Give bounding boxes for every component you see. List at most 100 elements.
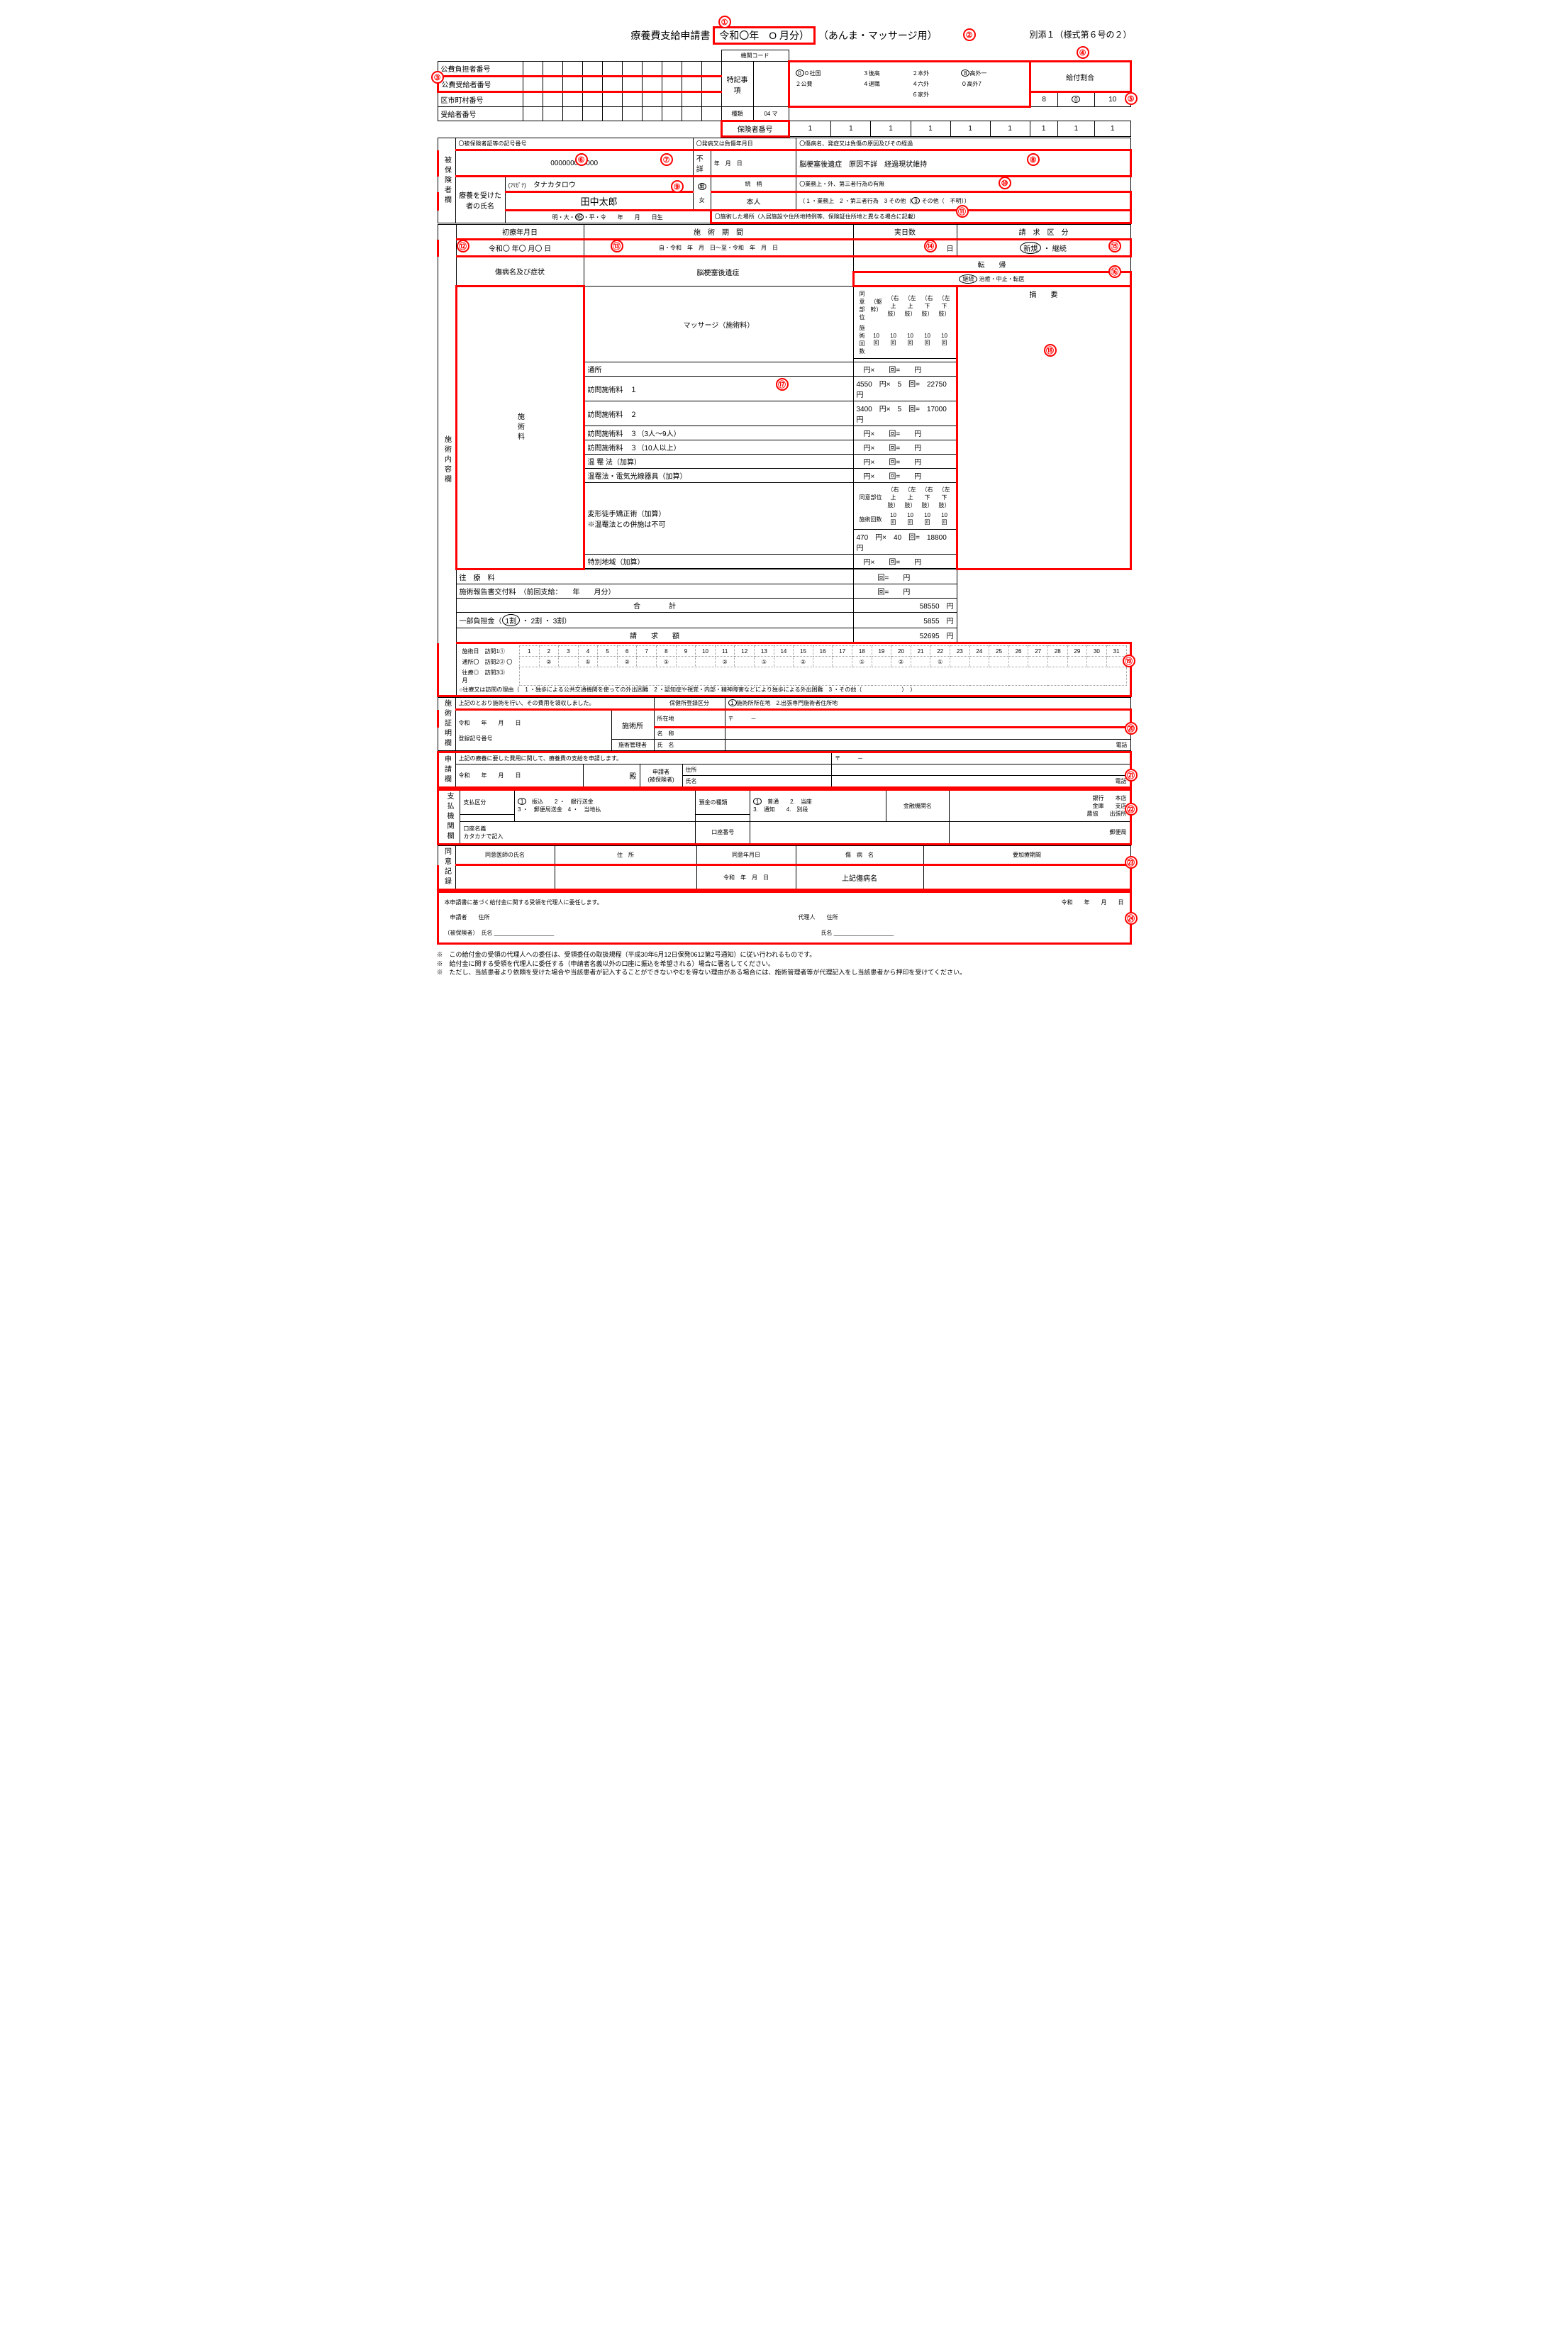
cert-label: 〇被保険者証等の記号番号	[455, 138, 693, 150]
massage-label: マッサージ（施術料）	[584, 287, 853, 362]
treatment-header: 施術内容欄 初療年月日 施 術 期 間 実日数 請 求 区 分 令和〇 年〇 月…	[437, 224, 1132, 697]
cal-col1: 施術日 訪問1①	[460, 646, 520, 657]
claim-label: 請 求 額	[456, 628, 853, 643]
proxy-section: 本申請書に基づく給付金に関する受領を代理人に委任します。 令和 年 月 日 申請…	[437, 891, 1132, 945]
disease-label: 傷病名及び症状	[456, 257, 584, 287]
cert-date: 令和 年 月 日	[459, 719, 608, 727]
patient-name: 田中太郎	[505, 192, 693, 211]
summary-label: 摘 要	[961, 289, 1127, 299]
onset-label: 〇発病又は負傷年月日	[693, 138, 796, 150]
relation-val: 本人	[711, 192, 796, 211]
apply-name: 氏名	[682, 776, 832, 788]
cert-section-label: 施術証明欄	[438, 698, 455, 751]
red-marker-16: ⑯	[1108, 265, 1121, 278]
cnt-4: 10	[941, 333, 947, 339]
onshitsu-label: 温 罨 法（加算）	[584, 455, 853, 469]
agency-code-label: 機関コード	[721, 50, 789, 62]
billing-new: 新規	[1020, 242, 1041, 254]
hc-2: 10	[924, 512, 930, 518]
ins-d5: 1	[990, 121, 1030, 137]
consent-addr: 住 所	[555, 846, 696, 865]
proxy-agent: 代理人	[799, 914, 816, 921]
hc-3: 10	[941, 512, 947, 518]
proxy-date: 令和 年 月 日	[1062, 899, 1124, 906]
work-label: 〇業務上・外、第三者行為の有無	[796, 177, 1130, 192]
copay-val: 5855	[923, 618, 939, 625]
footer-notes: ※ この給付金の受領の代理人への委任は、受領委任の取扱規程（平成30年6月12日…	[437, 950, 1132, 977]
opt-4: ２公費	[793, 79, 860, 89]
red-marker-17: ⑰	[776, 378, 789, 391]
fee-row-1-label: 訪問施術料 １	[584, 377, 853, 401]
cert-val: 000000000000	[455, 150, 693, 177]
note-1: ※ この給付金の受領の代理人への委任は、受領委任の取扱規程（平成30年6月12日…	[437, 950, 1132, 960]
public-payer-label: 公費負担者番号	[438, 62, 523, 77]
period-val: 自・令和 年 月 日～至・令和 年 月 日	[584, 240, 853, 257]
hp-0: （右上肢）	[885, 484, 902, 511]
proxy-addr: 住所	[479, 914, 490, 921]
first-date-label: 初療年月日	[456, 225, 584, 240]
ins-d3: 1	[911, 121, 950, 137]
hc-1: 10	[907, 512, 913, 518]
type-val: 04 マ	[753, 107, 789, 121]
cal-col2: 通所〇 訪問2②	[462, 659, 505, 665]
henkei-count-label: 施術回数	[857, 511, 885, 528]
opt-1: ３後高	[860, 68, 909, 79]
red-marker-22: ㉒	[1125, 803, 1138, 816]
relation-label: 続 柄	[711, 177, 796, 192]
proxy-agent-addr: 住所	[827, 914, 838, 921]
hp-1: （左上肢）	[902, 484, 919, 511]
red-marker-4: ④	[1077, 46, 1089, 59]
opt-5: ４退職	[860, 79, 909, 89]
post-label: 郵便局	[950, 821, 1130, 844]
red-marker-7: ⑦	[660, 153, 673, 166]
hp-3: （左下肢）	[936, 484, 953, 511]
opt-6: ４六外	[909, 79, 958, 89]
red-marker-5: ⑤	[1125, 92, 1138, 105]
fee-row-3-label: 訪問施術料 ３（3人～9人）	[584, 426, 853, 440]
fee-row-2-label: 訪問施術料 ２	[584, 401, 853, 426]
consent-parts-label: 同意部位	[857, 289, 868, 323]
payment-section-label: 支払機関欄	[438, 790, 460, 845]
apply-date: 令和 年 月 日	[455, 764, 583, 788]
cert-name-label: 名 称	[654, 728, 725, 740]
title-main: 療養費支給申請書	[630, 30, 710, 41]
red-marker-14: ⑭	[924, 240, 937, 252]
period-label: 施 術 期 間	[584, 225, 853, 240]
work-close: ））	[962, 198, 970, 204]
fee-row-2-price: 3400	[857, 406, 872, 413]
bank-label: 金融機関名	[886, 790, 949, 822]
cert-section: 施術証明欄 上記のとおり施術を行い、その費用を領収しました。 保健所登録区分 1…	[437, 697, 1132, 751]
outcome-label: 転 帰	[853, 257, 1130, 272]
consent-disease-label: 傷 病 名	[796, 846, 923, 865]
insured-note: (被保険者)	[647, 777, 674, 783]
cert-mgr-name: 氏 名	[654, 740, 725, 751]
opt-7: ０高外7	[958, 79, 1025, 89]
consent-date: 令和 年 月 日	[696, 865, 796, 890]
recipient-label: 受給者番号	[438, 107, 523, 121]
consent-section-label: 同意記録	[438, 846, 455, 890]
ins-d6: 1	[1030, 121, 1057, 137]
furigana: タナカタロウ	[533, 182, 576, 189]
proxy-name: 氏名	[482, 930, 493, 936]
top-grid: 機関コード 公費負担者番号 特記事項 0０社国 ３後高 ２本外 8高外一 ２公費…	[437, 50, 1132, 138]
red-marker-6: ⑥	[575, 153, 588, 166]
special-label: 特記事項	[721, 62, 753, 107]
ins-d8: 1	[1095, 121, 1130, 137]
part-0: （躯幹）	[868, 289, 885, 323]
red-marker-1: ①	[718, 16, 731, 28]
city-label: 区市町村番号	[438, 92, 523, 107]
fee-row-1-price: 4550	[857, 381, 872, 389]
cnt-3: 10	[924, 333, 930, 339]
benefit-8: 8	[1030, 92, 1057, 107]
red-marker-8: ⑧	[1027, 153, 1040, 166]
title-row: ① 療養費支給申請書 令和〇年 O 月分） （あんま・マッサージ用） ②	[437, 28, 1132, 43]
consent-section: 同意記録 同意医師の氏名 住 所 同意年月日 傷 病 名 要加療期間 令和 年 …	[437, 845, 1132, 891]
red-marker-23: ㉓	[1125, 856, 1138, 869]
gender-m: 男	[698, 183, 706, 190]
ins-d2: 1	[871, 121, 911, 137]
proxy-insured: （被保険者）	[445, 930, 476, 936]
part-2: （左上肢）	[902, 289, 919, 323]
hp-2: （右下肢）	[919, 484, 936, 511]
first-date-val: 令和〇 年〇 月〇 日	[456, 240, 584, 257]
hc-0: 10	[890, 512, 896, 518]
